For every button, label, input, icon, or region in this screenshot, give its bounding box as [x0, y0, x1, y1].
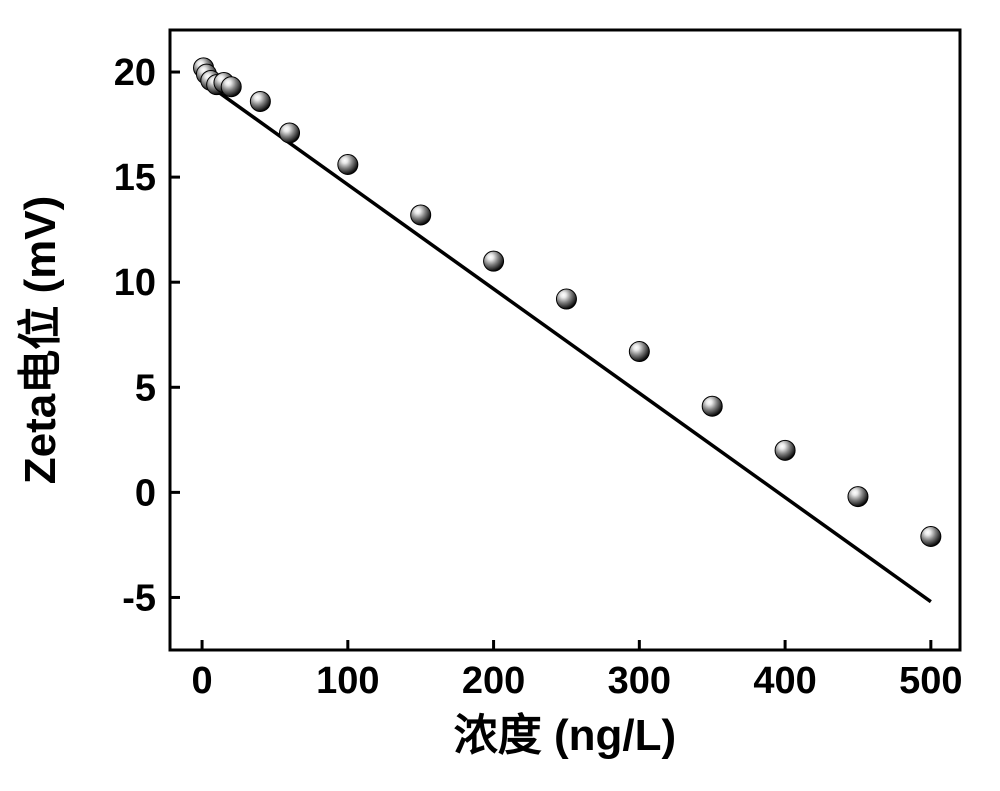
y-tick-label: -5 — [122, 577, 156, 619]
data-point — [280, 123, 300, 143]
x-tick-label: 0 — [191, 660, 212, 702]
fit-line — [202, 80, 931, 601]
x-tick-label: 300 — [608, 660, 671, 702]
data-point — [484, 251, 504, 271]
y-tick-label: 20 — [114, 52, 156, 94]
x-tick-label: 500 — [899, 660, 962, 702]
data-point — [921, 527, 941, 547]
x-tick-label: 100 — [316, 660, 379, 702]
y-tick-label: 15 — [114, 157, 156, 199]
scatter-chart: 0 100 200 300 400 500 -5 0 5 10 15 20 浓度 (ng/L) Ze… — [0, 0, 1000, 791]
data-point — [848, 487, 868, 507]
y-tick-label: 5 — [135, 367, 156, 409]
data-point — [338, 155, 358, 175]
y-tick-label: 10 — [114, 262, 156, 304]
data-point — [556, 289, 576, 309]
data-point — [250, 91, 270, 111]
data-points — [194, 58, 941, 547]
data-point — [775, 440, 795, 460]
x-tick-label: 400 — [753, 660, 816, 702]
data-point — [702, 396, 722, 416]
y-axis-label: Zeta电位 (mV) — [16, 196, 65, 484]
x-axis-label: 浓度 (ng/L) — [454, 711, 676, 760]
y-tick-label: 0 — [135, 472, 156, 514]
data-point — [221, 77, 241, 97]
x-tick-label: 200 — [462, 660, 525, 702]
chart-container: 0 100 200 300 400 500 -5 0 5 10 15 20 浓度 (ng/L) Ze… — [0, 0, 1000, 791]
data-point — [629, 342, 649, 362]
data-point — [411, 205, 431, 225]
